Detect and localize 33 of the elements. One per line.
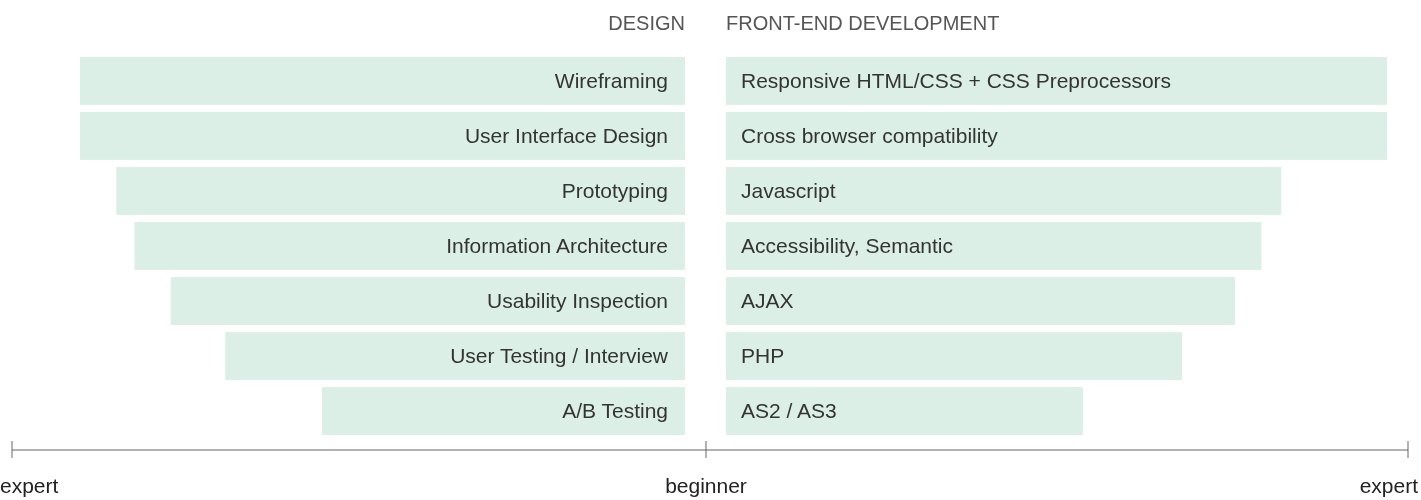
bar [225,332,685,380]
y-tick-label: Wireframing [554,69,668,93]
text: expert [1359,474,1419,497]
y-tick-label: User Testing / Interview [450,344,669,368]
bar [726,277,1235,325]
bar [726,332,1183,380]
y-tick-label: Usability Inspection [487,289,668,313]
y-tick-label: Cross browser compatibility [741,124,999,148]
chart-title: DESIGN [608,12,685,34]
bar [170,277,685,325]
bar [116,167,685,215]
y-tick-label: AS2 / AS3 [741,399,837,423]
bar [322,387,685,435]
y-tick-label: A/B Testing [562,399,668,423]
text: expert [0,474,59,497]
y-tick-label: PHP [741,344,785,368]
chart-title: FRONT-END DEVELOPMENT [726,12,1000,34]
bar [726,112,1387,160]
y-tick-label: Javascript [741,179,836,203]
y-tick-label: AJAX [741,289,794,313]
y-tick-label: Prototyping [561,179,668,203]
bar [726,167,1282,215]
bar [134,222,685,270]
bar [726,222,1262,270]
y-tick-label: Accessibility, Semantic [741,234,954,258]
text: beginner [665,474,747,497]
y-tick-label: User Interface Design [464,124,668,148]
bar [80,112,685,160]
bar [726,387,1083,435]
y-tick-label: Responsive HTML/CSS + CSS Preprocessors [741,69,1172,93]
bar [80,57,685,105]
y-tick-label: Information Architecture [446,234,668,258]
bar [726,57,1387,105]
